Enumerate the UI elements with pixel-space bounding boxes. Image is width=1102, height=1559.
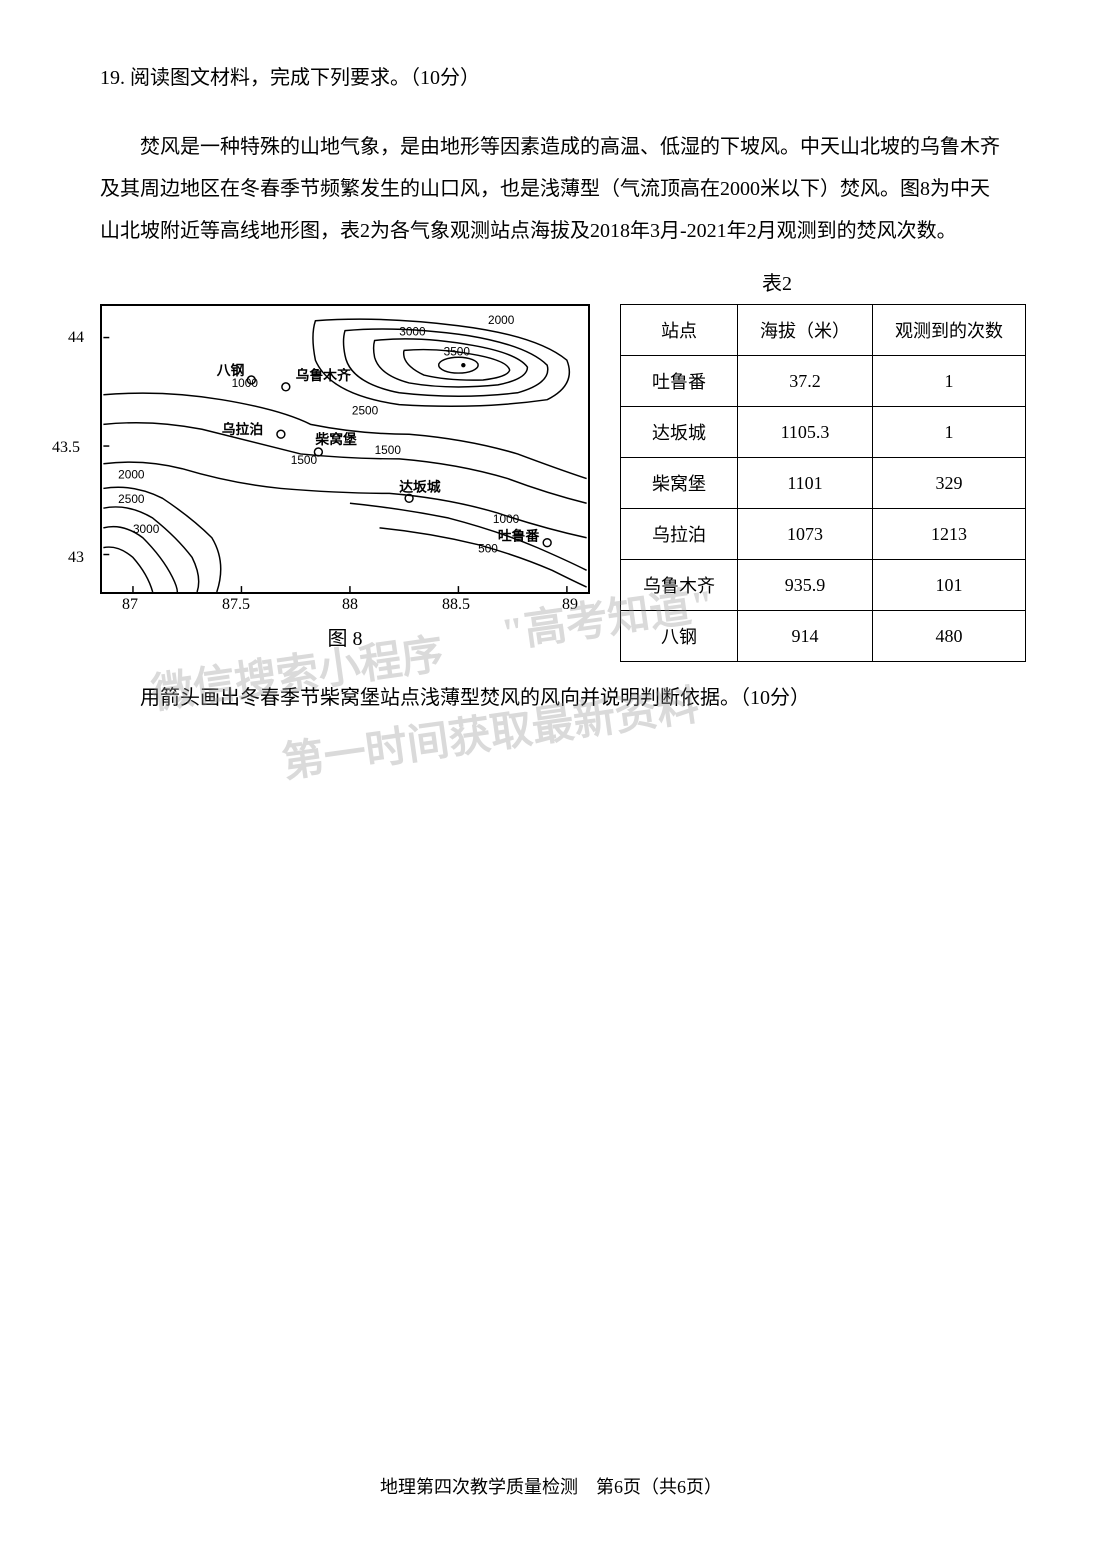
cell: 乌拉泊 <box>621 509 738 560</box>
svg-text:2000: 2000 <box>488 313 515 327</box>
cell: 1 <box>873 407 1026 458</box>
x-axis-87: 87 <box>122 596 138 614</box>
cell: 八钢 <box>621 611 738 662</box>
x-axis-89: 89 <box>562 596 578 614</box>
figure-caption: 图 8 <box>100 622 590 651</box>
cell: 329 <box>873 458 1026 509</box>
question-number: 19. <box>100 67 125 89</box>
cell: 1073 <box>738 509 873 560</box>
contour-svg: 2000 3000 3500 2500 1000 1500 1500 2000 … <box>102 306 588 592</box>
instruction: 用箭头画出冬春季节柴窝堡站点浅薄型焚风的风向并说明判断依据。（10分） <box>100 680 1002 716</box>
svg-text:3000: 3000 <box>133 522 160 536</box>
question-paragraph: 焚风是一种特殊的山地气象，是由地形等因素造成的高温、低湿的下坡风。中天山北坡的乌… <box>100 126 1002 252</box>
svg-text:500: 500 <box>478 542 498 556</box>
svg-text:2000: 2000 <box>118 468 145 482</box>
cell: 乌鲁木齐 <box>621 560 738 611</box>
x-axis-885: 88.5 <box>442 596 470 614</box>
x-axis-88: 88 <box>342 596 358 614</box>
svg-text:吐鲁番: 吐鲁番 <box>498 528 540 544</box>
figure-box: 44 43.5 43 <box>100 304 590 651</box>
y-axis-43: 43 <box>68 549 84 567</box>
question-header: 19. 阅读图文材料，完成下列要求。（10分） <box>100 60 1002 96</box>
svg-text:乌鲁木齐: 乌鲁木齐 <box>296 367 351 383</box>
th-elevation: 海拔（米） <box>738 305 873 356</box>
y-axis-435: 43.5 <box>52 439 80 457</box>
svg-text:1500: 1500 <box>291 453 318 467</box>
page-footer: 地理第四次教学质量检测 第6页（共6页） <box>0 1473 1102 1499</box>
cell: 935.9 <box>738 560 873 611</box>
cell: 达坂城 <box>621 407 738 458</box>
cell: 吐鲁番 <box>621 356 738 407</box>
cell: 柴窝堡 <box>621 458 738 509</box>
table-row: 乌拉泊 1073 1213 <box>621 509 1026 560</box>
cell: 1213 <box>873 509 1026 560</box>
svg-text:达坂城: 达坂城 <box>399 478 441 494</box>
cell: 1101 <box>738 458 873 509</box>
table-label: 表2 <box>100 267 1002 296</box>
table-body: 吐鲁番 37.2 1 达坂城 1105.3 1 柴窝堡 1101 329 乌拉泊… <box>621 356 1026 662</box>
svg-text:1500: 1500 <box>375 443 402 457</box>
cell: 1 <box>873 356 1026 407</box>
table-row: 八钢 914 480 <box>621 611 1026 662</box>
figure-table-row: 44 43.5 43 <box>100 304 1002 662</box>
data-table: 站点 海拔（米） 观测到的次数 吐鲁番 37.2 1 达坂城 1105.3 1 … <box>620 304 1026 662</box>
th-count: 观测到的次数 <box>873 305 1026 356</box>
svg-text:1000: 1000 <box>493 512 520 526</box>
question-title: 阅读图文材料，完成下列要求。（10分） <box>130 67 480 89</box>
svg-text:2500: 2500 <box>352 403 379 417</box>
svg-text:柴窝堡: 柴窝堡 <box>314 431 357 447</box>
table-row: 吐鲁番 37.2 1 <box>621 356 1026 407</box>
cell: 1105.3 <box>738 407 873 458</box>
svg-text:乌拉泊: 乌拉泊 <box>222 421 263 437</box>
contour-map: 2000 3000 3500 2500 1000 1500 1500 2000 … <box>100 304 590 594</box>
table-header-row: 站点 海拔（米） 观测到的次数 <box>621 305 1026 356</box>
table-row: 柴窝堡 1101 329 <box>621 458 1026 509</box>
cell: 480 <box>873 611 1026 662</box>
svg-text:3500: 3500 <box>444 344 471 358</box>
table-row: 乌鲁木齐 935.9 101 <box>621 560 1026 611</box>
y-axis-44: 44 <box>68 329 84 347</box>
cell: 914 <box>738 611 873 662</box>
table-row: 达坂城 1105.3 1 <box>621 407 1026 458</box>
svg-text:3000: 3000 <box>399 325 426 339</box>
svg-text:2500: 2500 <box>118 492 145 506</box>
svg-text:八钢: 八钢 <box>216 362 245 378</box>
x-axis-875: 87.5 <box>222 596 250 614</box>
th-station: 站点 <box>621 305 738 356</box>
cell: 101 <box>873 560 1026 611</box>
cell: 37.2 <box>738 356 873 407</box>
